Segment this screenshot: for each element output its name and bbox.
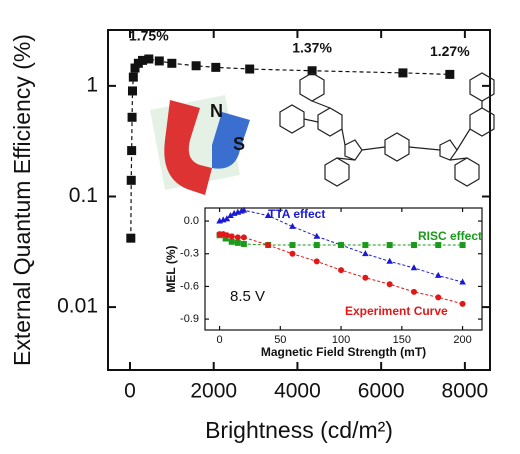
data-point — [386, 257, 393, 264]
data-point — [398, 68, 408, 78]
data-point — [144, 54, 154, 64]
x-tick-label: 6000 — [358, 380, 405, 403]
data-point — [445, 69, 455, 79]
magnet-pole: S — [233, 134, 245, 154]
x-axis-label: Brightness (cd/m²) — [205, 417, 393, 443]
data-point — [338, 267, 345, 274]
value-label: 1.37% — [292, 39, 332, 55]
y-tick-label: -0.9 — [180, 313, 199, 325]
x-tick-label: 2000 — [190, 380, 237, 403]
series-label: RISC effect — [418, 229, 482, 243]
data-point — [223, 232, 230, 239]
data-point — [223, 215, 231, 222]
data-point — [227, 212, 234, 219]
x-tick-label: 150 — [393, 334, 411, 346]
data-point — [222, 235, 229, 242]
data-point — [128, 72, 138, 82]
x-tick-label: 50 — [274, 334, 286, 346]
data-point — [313, 232, 321, 239]
y-axis-label: MEL (%) — [164, 245, 178, 292]
data-point — [154, 56, 164, 66]
x-axis-label: Magnetic Field Strength (mT) — [261, 345, 426, 359]
data-point — [211, 62, 221, 72]
data-point — [126, 175, 136, 185]
y-tick-label: 0.1 — [69, 184, 98, 207]
magnet-pole: N — [210, 101, 223, 121]
data-point — [265, 242, 272, 249]
data-point — [338, 242, 345, 249]
x-tick-label: 0 — [124, 380, 136, 403]
y-tick-label: 1 — [86, 73, 98, 96]
data-point — [289, 222, 296, 229]
data-point — [228, 238, 235, 245]
chart: 0 50 100 150 200 0.0 -0.3 -0.6 -0.9 Magnetic Fiel… — [164, 206, 483, 359]
data-point — [313, 258, 320, 265]
molecule-illustration — [279, 72, 495, 187]
data-point — [434, 271, 442, 278]
x-tick-label: 4000 — [274, 380, 321, 403]
data-point — [245, 64, 255, 74]
data-point — [138, 55, 148, 65]
data-point — [126, 233, 136, 243]
data-point — [167, 58, 177, 68]
x-tick-label: 200 — [453, 334, 471, 346]
annotation: 8.5 V — [230, 288, 265, 305]
y-tick-label: -0.6 — [180, 280, 199, 292]
data-point — [362, 274, 369, 281]
data-point — [313, 242, 320, 249]
data-point — [410, 288, 417, 295]
data-point — [240, 240, 247, 247]
y-axis-label: External Quantum Efficiency (%) — [9, 34, 35, 366]
series-line — [219, 234, 463, 246]
x-tick-label: 8000 — [442, 380, 489, 403]
data-point — [459, 278, 466, 285]
data-point — [240, 206, 248, 213]
x-tick-label: 0 — [217, 334, 223, 346]
data-point — [130, 63, 140, 73]
data-point — [362, 242, 369, 249]
series-label: Experiment Curve — [345, 304, 448, 318]
data-point — [234, 239, 241, 246]
data-point — [264, 212, 272, 219]
data-point — [289, 250, 296, 257]
data-point — [435, 242, 442, 249]
data-point — [307, 66, 317, 76]
data-point — [410, 242, 417, 249]
data-point — [127, 86, 137, 96]
data-point — [459, 242, 466, 249]
data-point — [386, 281, 393, 288]
value-label: 1.27% — [430, 43, 470, 59]
y-tick-label: 0.01 — [57, 295, 98, 318]
data-point — [362, 250, 369, 257]
data-point — [127, 112, 137, 122]
data-point — [459, 300, 466, 307]
x-tick-label: 100 — [332, 334, 350, 346]
magnet-illustration: N S — [150, 95, 250, 195]
data-point — [289, 242, 296, 249]
data-point — [240, 234, 247, 241]
data-point — [410, 264, 418, 271]
series-label: TTA effect — [268, 207, 325, 221]
data-point — [228, 233, 235, 240]
data-point — [127, 146, 137, 156]
data-point — [386, 242, 393, 249]
data-point — [191, 61, 201, 71]
value-label: 1.75% — [129, 28, 169, 44]
data-point — [435, 294, 442, 301]
data-point — [234, 234, 241, 241]
y-tick-label: -0.3 — [180, 248, 199, 260]
y-tick-label: 0.0 — [184, 215, 199, 227]
